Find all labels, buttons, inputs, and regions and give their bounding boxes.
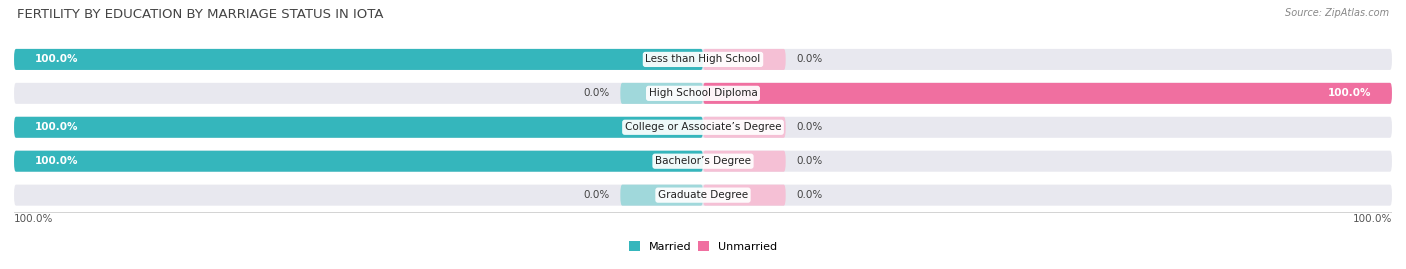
FancyBboxPatch shape — [14, 49, 703, 70]
Text: 100.0%: 100.0% — [35, 54, 79, 64]
FancyBboxPatch shape — [703, 151, 786, 172]
FancyBboxPatch shape — [14, 151, 1392, 172]
Text: 0.0%: 0.0% — [583, 88, 610, 98]
Legend: Married, Unmarried: Married, Unmarried — [624, 237, 782, 256]
Text: 0.0%: 0.0% — [583, 190, 610, 200]
FancyBboxPatch shape — [14, 151, 703, 172]
FancyBboxPatch shape — [703, 49, 786, 70]
FancyBboxPatch shape — [620, 185, 703, 206]
Text: Bachelor’s Degree: Bachelor’s Degree — [655, 156, 751, 166]
FancyBboxPatch shape — [703, 117, 786, 138]
FancyBboxPatch shape — [620, 83, 703, 104]
Text: 100.0%: 100.0% — [35, 122, 79, 132]
FancyBboxPatch shape — [14, 185, 1392, 206]
FancyBboxPatch shape — [14, 117, 1392, 138]
Text: 100.0%: 100.0% — [1353, 214, 1392, 224]
Text: 0.0%: 0.0% — [796, 122, 823, 132]
Text: Graduate Degree: Graduate Degree — [658, 190, 748, 200]
Text: 100.0%: 100.0% — [35, 156, 79, 166]
FancyBboxPatch shape — [703, 83, 1392, 104]
Text: 100.0%: 100.0% — [1327, 88, 1371, 98]
Text: 0.0%: 0.0% — [796, 54, 823, 64]
FancyBboxPatch shape — [14, 83, 1392, 104]
FancyBboxPatch shape — [703, 185, 786, 206]
Text: Source: ZipAtlas.com: Source: ZipAtlas.com — [1285, 8, 1389, 18]
FancyBboxPatch shape — [14, 117, 703, 138]
Text: 100.0%: 100.0% — [14, 214, 53, 224]
Text: College or Associate’s Degree: College or Associate’s Degree — [624, 122, 782, 132]
Text: 0.0%: 0.0% — [796, 190, 823, 200]
Text: High School Diploma: High School Diploma — [648, 88, 758, 98]
Text: 0.0%: 0.0% — [796, 156, 823, 166]
Text: FERTILITY BY EDUCATION BY MARRIAGE STATUS IN IOTA: FERTILITY BY EDUCATION BY MARRIAGE STATU… — [17, 8, 384, 21]
Text: Less than High School: Less than High School — [645, 54, 761, 64]
FancyBboxPatch shape — [14, 49, 1392, 70]
